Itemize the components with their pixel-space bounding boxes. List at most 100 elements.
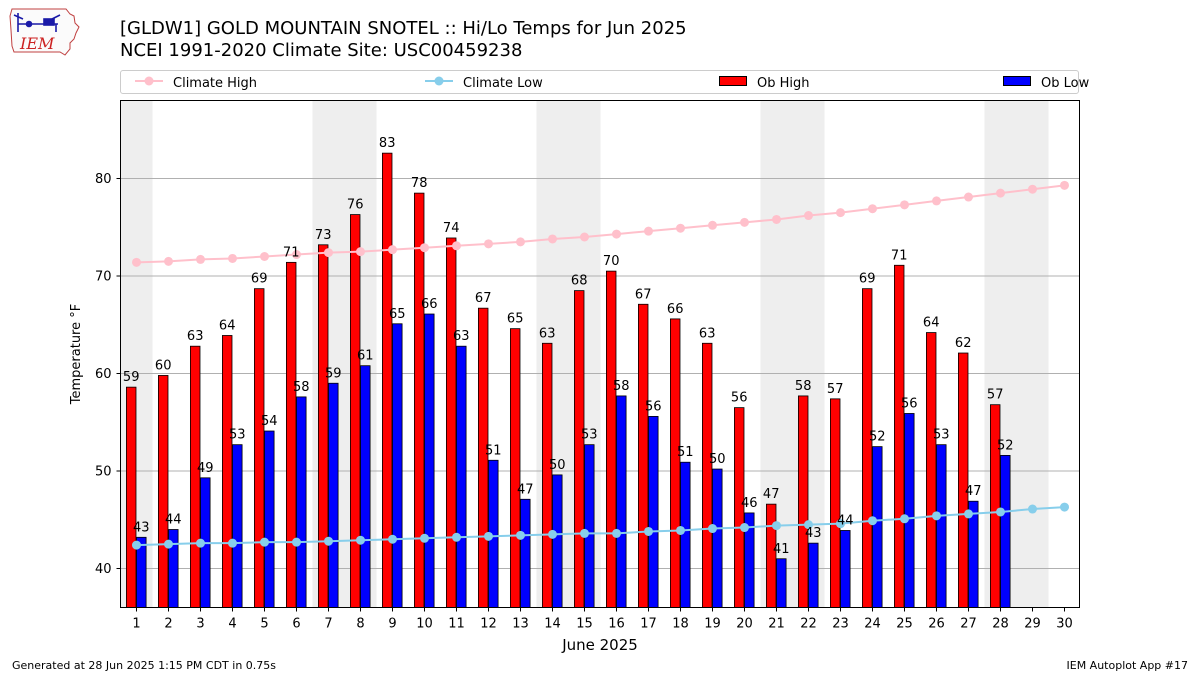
ob-high-bar xyxy=(542,342,553,608)
climate-high-point xyxy=(836,208,845,218)
ob-high-label: 66 xyxy=(667,302,684,317)
ob-low-bar xyxy=(584,444,595,608)
ob-high-bar xyxy=(381,152,393,608)
legend-label: Climate Low xyxy=(463,75,543,91)
ob-low-label: 47 xyxy=(965,484,982,499)
climate-low-point xyxy=(164,539,173,549)
climate-high-point xyxy=(132,257,141,267)
x-tick-label: 1 xyxy=(132,617,140,632)
climate-low-point xyxy=(932,511,941,521)
ob-high-bar xyxy=(830,398,841,608)
ob-low-label: 49 xyxy=(197,461,214,476)
x-tick-label: 24 xyxy=(864,617,881,632)
ob-high-label: 69 xyxy=(251,272,268,287)
ob-high-bar xyxy=(477,307,489,608)
x-tick-label: 22 xyxy=(800,617,817,632)
climate-high-point xyxy=(996,188,1005,198)
ob-high-label: 64 xyxy=(923,316,940,331)
weekend-shade xyxy=(536,100,569,608)
ob-low-label: 51 xyxy=(677,445,694,460)
x-tick-label: 17 xyxy=(640,617,657,632)
ob-high-bar xyxy=(638,303,649,608)
ob-high-label: 65 xyxy=(507,312,524,327)
climate-high-point xyxy=(196,254,205,264)
climate-low-point xyxy=(996,507,1005,517)
ob-low-bar xyxy=(552,474,563,608)
ob-low-label: 51 xyxy=(485,443,502,458)
ob-low-label: 43 xyxy=(133,520,150,535)
x-tick-label: 4 xyxy=(228,617,236,632)
climate-high-point xyxy=(644,226,653,236)
climate-low-point xyxy=(612,528,621,538)
ob-low-label: 53 xyxy=(229,428,246,443)
x-tick-label: 12 xyxy=(480,617,497,632)
ob-low-label: 58 xyxy=(293,380,310,395)
ob-low-bar xyxy=(296,396,307,608)
ob-low-label: 59 xyxy=(325,366,342,381)
legend-label: Ob Low xyxy=(1041,75,1090,91)
ob-high-label: 47 xyxy=(763,487,780,502)
ob-low-bar xyxy=(264,430,275,608)
ob-low-label: 61 xyxy=(357,349,374,364)
ob-low-bar xyxy=(840,530,851,608)
ob-low-bar xyxy=(872,446,883,608)
ob-low-label: 41 xyxy=(773,542,790,557)
climate-high-point xyxy=(1060,180,1069,190)
ob-high-label: 60 xyxy=(155,358,172,373)
climate-high-point xyxy=(516,237,525,247)
climate-high-point xyxy=(228,253,237,263)
climate-low-point xyxy=(868,516,877,526)
climate-low-point xyxy=(228,538,237,548)
chart-subtitle: NCEI 1991-2020 Climate Site: USC00459238 xyxy=(120,40,523,61)
ob-high-bar xyxy=(926,332,937,608)
x-tick-label: 28 xyxy=(992,617,1009,632)
climate-high-point xyxy=(324,248,333,258)
climate-high-point xyxy=(676,223,685,233)
ob-low-label: 44 xyxy=(165,513,182,528)
climate-low-point xyxy=(260,537,269,547)
climate-high-point xyxy=(612,229,621,239)
ob-low-label: 63 xyxy=(453,329,470,344)
ob-high-label: 57 xyxy=(827,382,844,397)
x-axis-label: June 2025 xyxy=(561,636,638,654)
climate-low-point xyxy=(324,536,333,546)
ob-high-label: 78 xyxy=(411,176,428,191)
x-tick-label: 26 xyxy=(928,617,945,632)
legend-item-climate-high: Climate High xyxy=(135,71,257,95)
climate-low-point xyxy=(836,519,845,529)
climate-low-point xyxy=(900,514,909,524)
ob-low-bar xyxy=(328,382,339,608)
climate-low-point xyxy=(292,537,301,547)
ob-low-label: 66 xyxy=(421,297,438,312)
ob-low-bar xyxy=(168,529,179,608)
x-tick-label: 9 xyxy=(388,617,396,632)
ob-low-label: 53 xyxy=(581,428,598,443)
legend-item-ob-low: Ob Low xyxy=(1003,71,1089,95)
legend-swatch xyxy=(425,75,453,91)
climate-high-point xyxy=(868,204,877,214)
climate-high-point xyxy=(964,192,973,202)
ob-low-label: 52 xyxy=(869,430,886,445)
ob-high-bar xyxy=(445,237,457,608)
x-tick-label: 23 xyxy=(832,617,849,632)
climate-low-point xyxy=(644,526,653,536)
legend-swatch xyxy=(719,75,747,91)
ob-high-bar xyxy=(862,288,873,608)
x-tick-label: 25 xyxy=(896,617,913,632)
ob-high-bar xyxy=(253,288,265,608)
ob-low-bar xyxy=(744,512,755,608)
climate-low-point xyxy=(708,524,717,534)
x-tick-label: 30 xyxy=(1056,617,1073,632)
chart-legend: Climate High Climate Low Ob High Ob Low xyxy=(120,70,1089,95)
ob-low-label: 46 xyxy=(741,496,758,511)
y-tick-label: 40 xyxy=(95,562,112,577)
ob-high-bar xyxy=(702,342,713,608)
ob-high-bar xyxy=(734,407,745,608)
ob-high-bar xyxy=(349,214,361,608)
ob-high-bar xyxy=(670,318,681,608)
climate-low-point xyxy=(132,540,141,550)
climate-low-point xyxy=(196,538,205,548)
ob-low-bar xyxy=(776,558,787,608)
climate-high-point xyxy=(420,243,429,253)
